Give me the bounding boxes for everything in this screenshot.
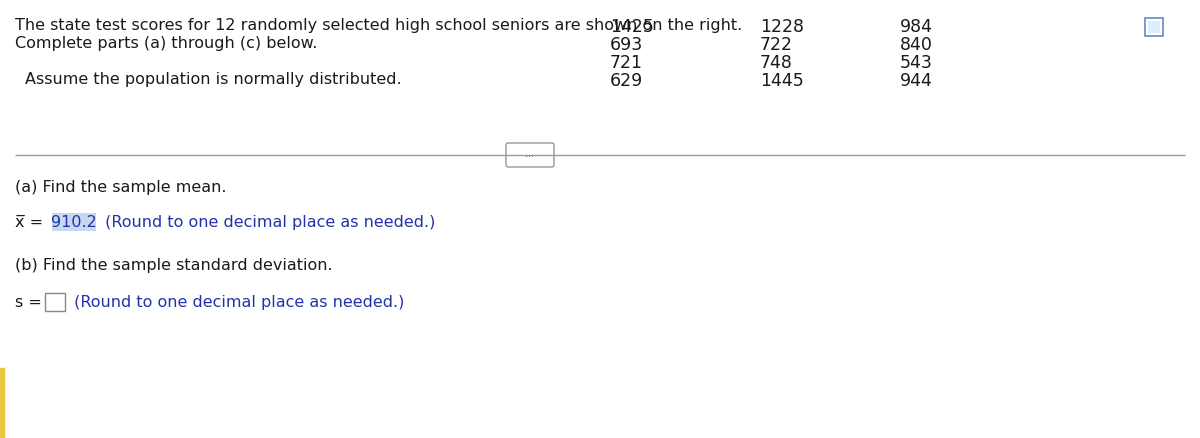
Text: 629: 629 bbox=[610, 72, 643, 90]
FancyBboxPatch shape bbox=[46, 293, 65, 311]
FancyBboxPatch shape bbox=[1145, 18, 1163, 36]
Bar bbox=[0, 368, 4, 438]
Text: 840: 840 bbox=[900, 36, 932, 54]
Text: 984: 984 bbox=[900, 18, 934, 36]
Text: 722: 722 bbox=[760, 36, 793, 54]
Text: (a) Find the sample mean.: (a) Find the sample mean. bbox=[14, 180, 227, 195]
Text: 1425: 1425 bbox=[610, 18, 654, 36]
Text: The state test scores for 12 randomly selected high school seniors are shown on : The state test scores for 12 randomly se… bbox=[14, 18, 743, 33]
Text: 748: 748 bbox=[760, 54, 793, 72]
Text: Complete parts (a) through (c) below.: Complete parts (a) through (c) below. bbox=[14, 36, 317, 51]
Text: 721: 721 bbox=[610, 54, 643, 72]
Text: 1445: 1445 bbox=[760, 72, 804, 90]
Text: s =: s = bbox=[14, 295, 42, 310]
Text: x̅ =: x̅ = bbox=[14, 215, 43, 230]
FancyBboxPatch shape bbox=[1148, 21, 1160, 33]
Text: 1228: 1228 bbox=[760, 18, 804, 36]
Text: 910.2: 910.2 bbox=[52, 215, 97, 230]
Text: (b) Find the sample standard deviation.: (b) Find the sample standard deviation. bbox=[14, 258, 332, 273]
Text: 543: 543 bbox=[900, 54, 932, 72]
Text: (Round to one decimal place as needed.): (Round to one decimal place as needed.) bbox=[70, 295, 404, 310]
FancyBboxPatch shape bbox=[52, 213, 96, 231]
Text: ...: ... bbox=[526, 149, 534, 159]
Text: Assume the population is normally distributed.: Assume the population is normally distri… bbox=[25, 72, 402, 87]
Text: (Round to one decimal place as needed.): (Round to one decimal place as needed.) bbox=[100, 215, 436, 230]
Text: 944: 944 bbox=[900, 72, 932, 90]
Text: 693: 693 bbox=[610, 36, 643, 54]
FancyBboxPatch shape bbox=[506, 143, 554, 167]
